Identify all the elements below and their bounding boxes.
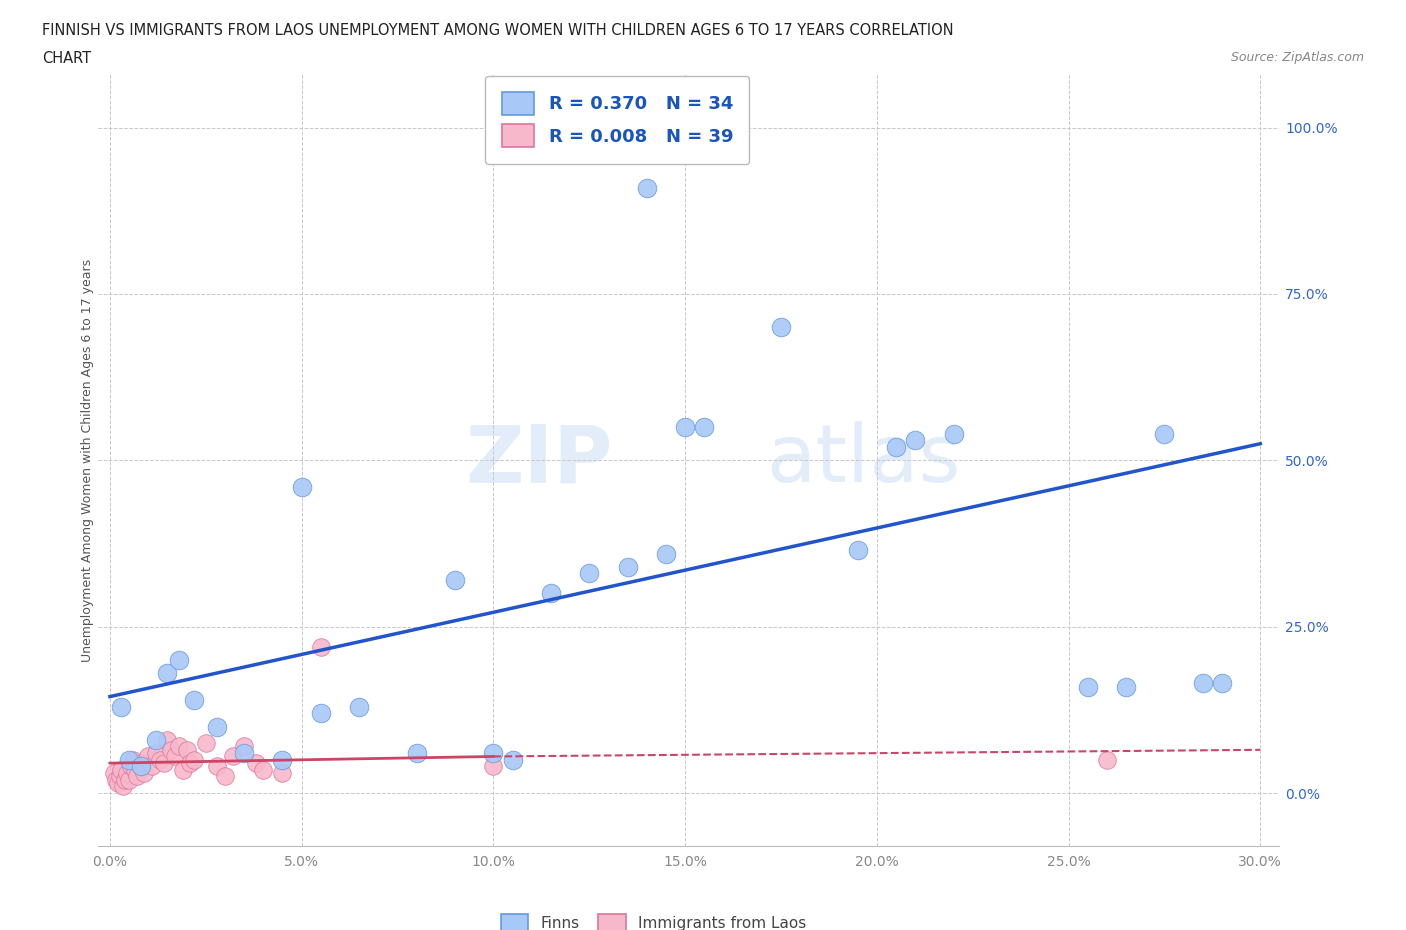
Point — [179, 756, 201, 771]
Point — [129, 756, 152, 771]
Point — [1115, 679, 1137, 694]
Point — [125, 769, 148, 784]
Text: CHART: CHART — [42, 51, 91, 66]
Point — [136, 749, 159, 764]
Point — [502, 752, 524, 767]
Point — [673, 419, 696, 434]
Point — [167, 653, 190, 668]
Point — [245, 756, 267, 771]
Point — [176, 742, 198, 757]
Point — [118, 772, 141, 787]
Point — [405, 746, 427, 761]
Point — [655, 546, 678, 561]
Point — [233, 746, 256, 761]
Point — [578, 566, 600, 581]
Point — [693, 419, 716, 434]
Point — [115, 765, 138, 780]
Point — [271, 752, 294, 767]
Point — [183, 752, 205, 767]
Text: FINNISH VS IMMIGRANTS FROM LAOS UNEMPLOYMENT AMONG WOMEN WITH CHILDREN AGES 6 TO: FINNISH VS IMMIGRANTS FROM LAOS UNEMPLOY… — [42, 23, 953, 38]
Point — [156, 666, 179, 681]
Point — [122, 752, 145, 767]
Legend: Finns, Immigrants from Laos: Finns, Immigrants from Laos — [495, 908, 813, 930]
Point — [884, 440, 907, 455]
Point — [112, 779, 135, 794]
Point — [183, 693, 205, 708]
Point — [444, 573, 467, 588]
Point — [108, 769, 131, 784]
Text: atlas: atlas — [766, 421, 960, 499]
Point — [291, 480, 314, 495]
Point — [1077, 679, 1099, 694]
Point — [309, 639, 332, 654]
Point — [1153, 426, 1175, 441]
Point — [942, 426, 965, 441]
Point — [118, 752, 141, 767]
Point — [167, 739, 190, 754]
Point — [1191, 676, 1213, 691]
Point — [156, 733, 179, 748]
Point — [904, 433, 927, 448]
Point — [221, 749, 243, 764]
Point — [107, 776, 129, 790]
Point — [482, 759, 505, 774]
Point — [152, 756, 174, 771]
Point — [207, 719, 229, 734]
Point — [214, 769, 236, 784]
Point — [145, 746, 167, 761]
Text: ZIP: ZIP — [465, 421, 612, 499]
Point — [194, 736, 217, 751]
Point — [110, 763, 132, 777]
Point — [172, 763, 194, 777]
Point — [160, 742, 183, 757]
Point — [309, 706, 332, 721]
Point — [149, 752, 172, 767]
Point — [120, 759, 142, 774]
Y-axis label: Unemployment Among Women with Children Ages 6 to 17 years: Unemployment Among Women with Children A… — [80, 259, 94, 662]
Point — [124, 763, 146, 777]
Point — [1095, 752, 1118, 767]
Point — [141, 759, 163, 774]
Point — [252, 763, 274, 777]
Point — [134, 765, 156, 780]
Point — [165, 749, 187, 764]
Point — [540, 586, 562, 601]
Point — [1211, 676, 1233, 691]
Point — [769, 320, 792, 335]
Point — [846, 543, 869, 558]
Point — [114, 772, 136, 787]
Point — [271, 765, 294, 780]
Point — [616, 559, 638, 574]
Text: Source: ZipAtlas.com: Source: ZipAtlas.com — [1230, 51, 1364, 64]
Point — [145, 733, 167, 748]
Point — [482, 746, 505, 761]
Point — [347, 699, 370, 714]
Point — [636, 180, 658, 195]
Point — [207, 759, 229, 774]
Point — [129, 759, 152, 774]
Point — [110, 699, 132, 714]
Point — [103, 765, 125, 780]
Point — [233, 739, 256, 754]
Point — [104, 772, 127, 787]
